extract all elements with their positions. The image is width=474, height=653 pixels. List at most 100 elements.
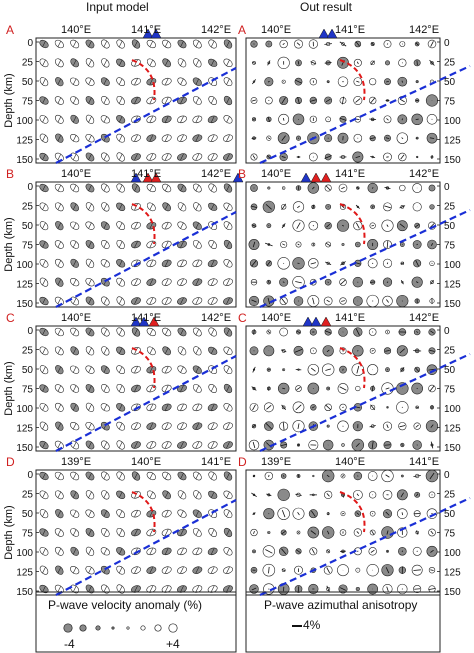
fast-axis-bar xyxy=(430,41,434,47)
mantle-wedge-line xyxy=(131,203,156,245)
fast-axis-bar xyxy=(267,330,271,334)
fast-axis-tick xyxy=(103,97,108,104)
fast-axis-bar xyxy=(268,280,270,284)
fast-axis-tick xyxy=(210,116,215,123)
longitude-label: 141°E xyxy=(335,24,365,36)
fast-axis-bar xyxy=(429,137,435,139)
fast-axis-tick xyxy=(88,203,92,210)
fast-axis-tick xyxy=(134,567,138,574)
output-panel-d xyxy=(245,469,471,596)
longitude-label: 140°E xyxy=(131,456,161,468)
depth-axis-label: Depth (km) xyxy=(3,73,15,127)
fast-axis-tick xyxy=(195,153,200,161)
fast-axis-tick xyxy=(103,260,108,267)
fast-axis-bar xyxy=(339,41,347,47)
fast-axis-bar xyxy=(266,493,272,497)
depth-tick-label: 0 xyxy=(27,326,33,337)
fast-axis-bar xyxy=(372,262,374,264)
fast-axis-tick xyxy=(180,153,184,161)
fast-axis-bar xyxy=(297,443,300,447)
fast-axis-tick xyxy=(103,491,108,498)
volcano-marker xyxy=(318,28,330,39)
fast-axis-bar xyxy=(400,492,404,498)
fast-axis-tick xyxy=(180,385,184,392)
fast-axis-bar xyxy=(355,41,360,47)
fast-axis-tick xyxy=(57,491,62,498)
fast-axis-tick xyxy=(164,441,169,449)
fast-axis-tick xyxy=(72,279,77,286)
fast-axis-tick xyxy=(103,241,108,248)
velocity-legend-circle xyxy=(154,624,162,632)
volcano-marker xyxy=(150,172,162,183)
fast-axis-bar xyxy=(355,442,360,448)
out-result-title: Out result xyxy=(300,0,353,14)
fast-axis-tick xyxy=(164,472,169,480)
fast-axis-tick xyxy=(88,260,92,267)
panel-letter-c: C xyxy=(238,311,247,325)
fast-axis-bar xyxy=(325,242,331,247)
fast-axis-tick xyxy=(118,297,123,305)
output-panel-c xyxy=(245,316,471,452)
depth-tick-label: 125 xyxy=(16,568,33,579)
fast-axis-bar xyxy=(370,549,375,553)
fast-axis-tick xyxy=(103,184,108,192)
fast-axis-bar xyxy=(401,475,404,477)
velocity-legend-title: P-wave velocity anomaly (%) xyxy=(48,598,203,612)
fast-axis-bar xyxy=(386,281,389,283)
fast-axis-tick xyxy=(42,328,46,336)
fast-axis-tick xyxy=(226,241,230,248)
fast-axis-tick xyxy=(210,260,215,267)
depth-tick-label: 150 xyxy=(16,443,33,454)
fast-axis-bar xyxy=(430,530,434,535)
fast-axis-tick xyxy=(164,297,169,305)
fast-axis-tick xyxy=(118,548,123,555)
fast-axis-bar xyxy=(310,99,317,102)
fast-axis-bar xyxy=(325,261,332,266)
depth-tick-label: 0 xyxy=(444,326,450,337)
fast-axis-tick xyxy=(226,153,230,161)
fast-axis-bar xyxy=(310,367,316,372)
velocity-legend-min: -4 xyxy=(64,637,75,651)
fast-axis-tick xyxy=(226,423,230,430)
fast-axis-tick xyxy=(210,441,215,449)
fast-axis-tick xyxy=(42,40,46,48)
longitude-label: 140°E xyxy=(61,312,91,324)
fast-axis-tick xyxy=(72,472,77,480)
input-model-title: Input model xyxy=(86,0,149,14)
fast-axis-tick xyxy=(118,510,123,517)
fast-axis-bar xyxy=(429,59,435,66)
fast-axis-tick xyxy=(180,97,184,104)
slab-surface-line xyxy=(55,211,237,308)
fast-axis-bar xyxy=(297,60,300,65)
fast-axis-bar xyxy=(415,42,419,46)
fast-axis-bar xyxy=(297,96,300,105)
fast-axis-tick xyxy=(195,491,200,498)
fast-axis-bar xyxy=(310,262,317,265)
fast-axis-bar xyxy=(371,224,374,227)
fast-axis-tick xyxy=(103,472,108,480)
fast-axis-tick xyxy=(226,441,230,449)
fast-axis-tick xyxy=(57,59,62,66)
longitude-label: 140°E xyxy=(261,24,291,36)
slab-surface-line xyxy=(55,355,237,452)
fast-axis-tick xyxy=(72,423,77,430)
fast-axis-tick xyxy=(103,366,108,373)
fast-axis-tick xyxy=(180,260,184,267)
fast-axis-bar xyxy=(400,366,405,373)
fast-axis-bar xyxy=(282,42,285,46)
fast-axis-tick xyxy=(226,97,230,104)
fast-axis-tick xyxy=(180,135,184,142)
fast-axis-tick xyxy=(118,491,123,498)
fast-axis-bar xyxy=(327,281,329,283)
volcano-marker xyxy=(138,316,150,327)
depth-tick-label: 150 xyxy=(444,587,461,598)
fast-axis-tick xyxy=(226,385,230,392)
fast-axis-tick xyxy=(195,385,200,392)
fast-axis-tick xyxy=(88,423,92,430)
velocity-legend-circle xyxy=(126,626,130,630)
fast-axis-tick xyxy=(149,548,154,555)
fast-axis-tick xyxy=(210,585,215,593)
fast-axis-bar xyxy=(252,404,256,411)
fast-axis-tick xyxy=(134,184,138,192)
